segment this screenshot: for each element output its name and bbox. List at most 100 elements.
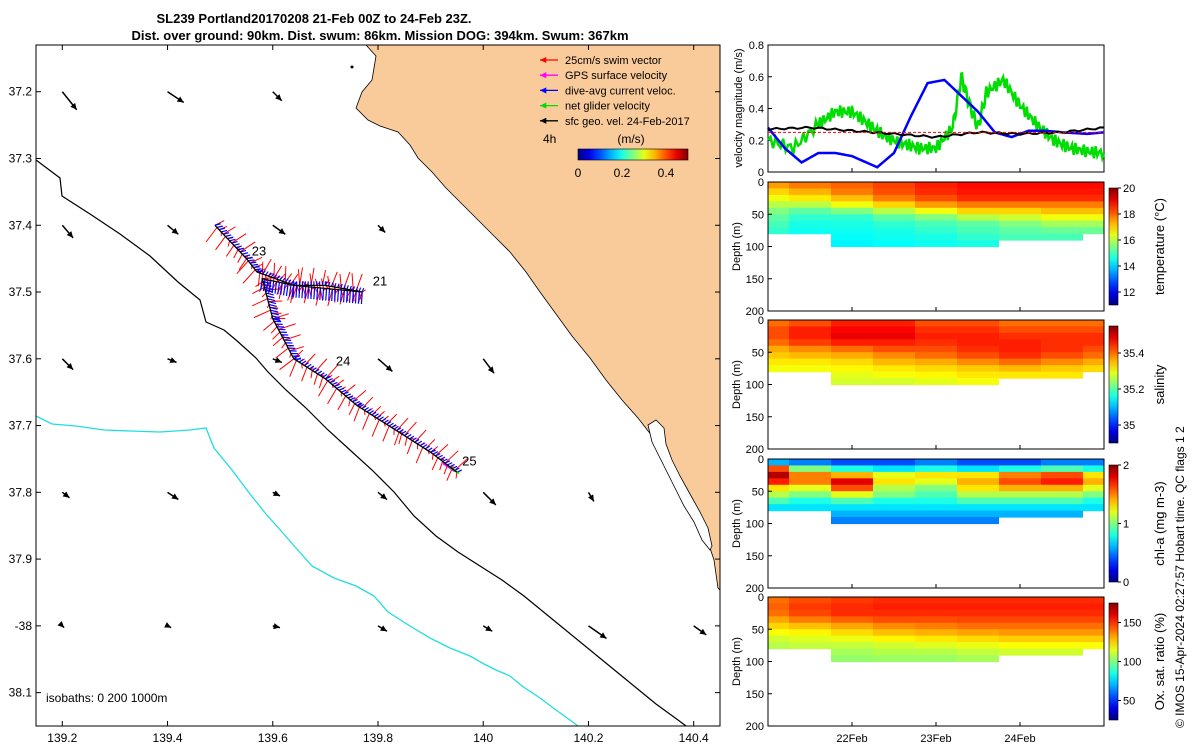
section-panel: 0 50 100 150 200 Depth (m) 35 35.2 35.4 salinity (731, 315, 1167, 456)
depth-tick-label: 200 (746, 583, 764, 595)
section-cell (768, 352, 789, 360)
depth-tick-label: 50 (752, 347, 764, 359)
section-cell (915, 603, 957, 611)
swim-vector (287, 285, 295, 301)
map-y-tick-label: 37.5 (9, 285, 33, 299)
section-cell (957, 233, 999, 241)
section-cell (873, 517, 915, 525)
section-cell (1041, 465, 1083, 473)
dive-avg-current-vector (324, 281, 328, 286)
swim-vector (270, 326, 278, 334)
velocity-series-line (767, 78, 1105, 169)
dive-avg-current-vector (409, 435, 415, 440)
surface-velocity-arrow (167, 224, 179, 235)
dive-avg-current-vector (427, 447, 433, 452)
surface-velocity-arrow (272, 623, 281, 630)
colorbar-units: (m/s) (617, 132, 644, 146)
swim-vector (205, 227, 218, 243)
section-cell (831, 326, 873, 334)
section-cell (957, 358, 999, 366)
section-cell (768, 201, 789, 209)
swim-vector (353, 406, 360, 422)
section-cell (915, 207, 957, 215)
section-cell (999, 465, 1041, 473)
section-cell (999, 616, 1041, 624)
section-cell (831, 345, 873, 353)
section-cell (999, 597, 1041, 605)
surface-velocity-arrow (272, 490, 281, 497)
dive-avg-current-vector (311, 367, 317, 371)
section-cell (1041, 358, 1083, 366)
section-cell (768, 182, 789, 190)
section-cell (999, 471, 1041, 479)
dive-avg-current-vector (246, 257, 253, 260)
section-cell (873, 352, 915, 360)
swim-vector (281, 342, 286, 349)
section-cell (831, 655, 873, 663)
swim-vector (289, 346, 305, 352)
dive-avg-current-vector (218, 227, 226, 231)
section-cell (999, 320, 1041, 328)
dive-avg-current-vector (439, 456, 446, 461)
section-cell (789, 201, 831, 209)
section-cell (873, 655, 915, 663)
section-cell (1083, 201, 1104, 209)
section-cell (768, 642, 789, 650)
swim-vector (454, 458, 468, 471)
section-cell (831, 622, 873, 630)
section-cell (1041, 609, 1083, 617)
section-cell (999, 207, 1041, 215)
depth-tick-label: 0 (758, 177, 764, 189)
dive-avg-current-vector (325, 288, 328, 301)
section-cell (789, 465, 831, 473)
dive-avg-current-vector (295, 285, 298, 298)
section-cell (831, 378, 873, 386)
dive-avg-current-vector (307, 286, 310, 299)
dive-avg-current-vector (334, 383, 340, 388)
section-cell (831, 459, 873, 467)
section-cell (1083, 459, 1104, 467)
dive-avg-current-vector (345, 393, 352, 397)
section-cell (768, 629, 789, 637)
dive-avg-current-vector (271, 281, 275, 294)
legend-swatch (540, 102, 558, 109)
section-cell (873, 459, 915, 467)
surface-velocity-arrow (482, 625, 493, 632)
section-cell (1083, 365, 1104, 373)
section-cell (999, 182, 1041, 190)
section-cell (1083, 352, 1104, 360)
section-cell (831, 182, 873, 190)
section-cell (915, 220, 957, 228)
section-cell (957, 378, 999, 386)
section-cell (915, 182, 957, 190)
section-cell (999, 642, 1041, 650)
dive-avg-current-vector (235, 245, 242, 249)
figure-title-line1: SL239 Portland20170208 21-Feb 00Z to 24-… (156, 11, 471, 26)
section-cell (789, 194, 831, 202)
section-cell (831, 471, 873, 479)
dive-avg-current-vector (298, 285, 301, 298)
section-cell (789, 629, 831, 637)
section-cell (789, 326, 831, 334)
section-cell (915, 609, 957, 617)
dive-avg-current-vector (301, 360, 307, 365)
section-cell (768, 227, 789, 235)
section-cell (1041, 345, 1083, 353)
dive-avg-current-vector (432, 451, 439, 455)
section-cell (789, 345, 831, 353)
section-cell (999, 339, 1041, 347)
section-cell (999, 201, 1041, 209)
surface-velocity-arrow (61, 491, 70, 499)
section-cell (1083, 332, 1104, 340)
section-cell (831, 332, 873, 340)
section-cell (1041, 484, 1083, 492)
section-cell (831, 352, 873, 360)
section-cell (957, 371, 999, 379)
section-cell (1041, 233, 1083, 241)
section-cell (768, 616, 789, 624)
section-cell (873, 182, 915, 190)
section-cell (831, 227, 873, 235)
section-cell (873, 320, 915, 328)
map-legend: 25cm/s swim vector GPS surface velocity di… (540, 55, 690, 128)
dive-avg-current-vector (371, 411, 377, 416)
